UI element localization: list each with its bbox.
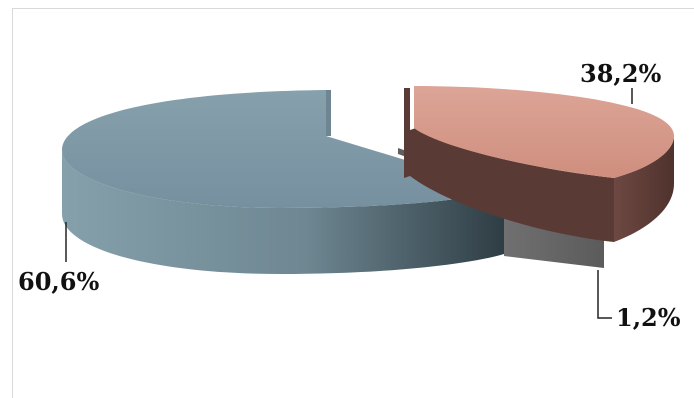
- slice-60-6[interactable]: [62, 90, 504, 274]
- chart-border-left: [12, 8, 13, 398]
- data-label-1-2: 1,2%: [616, 303, 681, 332]
- slice-38-2-side: [614, 136, 674, 242]
- leader-line-1-2: [597, 270, 612, 319]
- slice-38-2-top: [414, 86, 674, 178]
- slice-38-2-cut: [404, 88, 614, 242]
- chart-border-top: [12, 8, 694, 9]
- slice-60-6-side: [62, 150, 504, 274]
- slice-38-2[interactable]: [404, 86, 674, 242]
- slice-60-6-cut: [326, 90, 331, 136]
- data-label-60-6: 60,6%: [18, 267, 99, 296]
- data-label-38-2: 38,2%: [580, 59, 661, 88]
- slice-60-6-top: [62, 90, 504, 208]
